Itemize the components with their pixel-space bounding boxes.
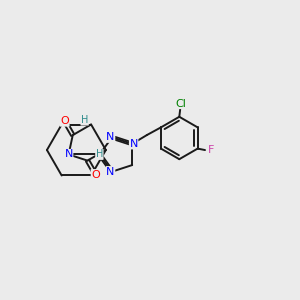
Text: F: F [208, 145, 214, 155]
Text: O: O [91, 169, 100, 180]
Text: O: O [60, 116, 69, 126]
Text: H: H [96, 149, 103, 159]
Text: N: N [106, 132, 115, 142]
Text: N: N [106, 167, 115, 177]
Text: H: H [81, 115, 88, 125]
Text: N: N [130, 139, 138, 149]
Text: N: N [64, 149, 73, 160]
Text: Cl: Cl [175, 98, 186, 109]
